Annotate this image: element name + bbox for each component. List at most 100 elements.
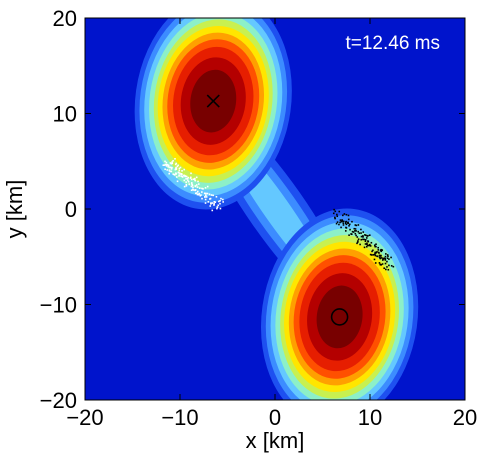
particle: [196, 193, 199, 196]
x-tick-label: 0: [269, 405, 281, 430]
x-tick-label: 20: [453, 405, 477, 430]
particle: [184, 175, 187, 177]
particle: [203, 192, 206, 195]
star-2-density: [260, 208, 419, 400]
particle: [386, 260, 388, 263]
particle: [178, 174, 181, 176]
particle: [370, 241, 373, 244]
particle: [352, 231, 355, 233]
particle: [344, 222, 347, 225]
particle: [175, 176, 178, 178]
cross-marker: [206, 94, 220, 108]
particle: [350, 233, 352, 235]
particle: [347, 218, 350, 221]
particle: [210, 194, 213, 196]
particle: [365, 237, 368, 239]
particle: [340, 220, 343, 223]
particle: [380, 263, 383, 266]
particle-streams: [162, 158, 395, 271]
particle: [342, 220, 345, 223]
particle: [199, 194, 202, 197]
particle: [178, 172, 181, 174]
particle: [354, 228, 357, 230]
particle: [364, 234, 366, 236]
particle: [206, 192, 209, 195]
particle: [388, 264, 390, 267]
particle: [374, 251, 376, 254]
x-tick-label: 10: [358, 405, 382, 430]
particle: [210, 203, 212, 205]
particle: [380, 254, 382, 257]
particle: [339, 219, 342, 221]
particle: [351, 230, 354, 233]
particle: [360, 228, 362, 231]
x-tick-label: −20: [66, 405, 103, 430]
particle: [183, 174, 185, 177]
particle: [222, 198, 224, 201]
y-axis-label: y [km]: [2, 180, 27, 239]
particle: [345, 213, 348, 216]
particle: [164, 160, 166, 163]
particle: [205, 196, 208, 198]
particle: [190, 185, 193, 188]
particle: [383, 267, 385, 270]
particle: [166, 169, 168, 171]
particle: [176, 165, 179, 168]
particle: [197, 180, 199, 183]
particle: [364, 243, 367, 245]
particle: [190, 176, 192, 179]
particle: [387, 268, 390, 271]
particle: [170, 162, 173, 165]
particle: [355, 234, 357, 237]
particle: [183, 168, 186, 171]
particle: [374, 254, 377, 257]
particle: [165, 165, 168, 167]
particle: [343, 213, 346, 215]
particle: [187, 179, 189, 182]
particle: [190, 189, 193, 192]
particle: [358, 232, 361, 235]
particle: [197, 193, 200, 196]
particle: [388, 258, 390, 260]
particle: [173, 174, 176, 176]
particle: [196, 192, 198, 194]
particle: [165, 161, 168, 164]
particle: [382, 258, 384, 260]
particle: [338, 210, 341, 213]
particle: [359, 243, 361, 246]
particle: [348, 224, 350, 227]
particle: [164, 163, 167, 166]
particle: [375, 251, 377, 254]
particle: [366, 242, 368, 245]
particle: [204, 202, 207, 204]
particle: [215, 195, 218, 198]
particle: [210, 202, 212, 204]
particle: [209, 198, 211, 200]
particle: [185, 181, 187, 183]
particle: [211, 202, 214, 204]
particle: [187, 180, 190, 183]
particle: [176, 180, 179, 183]
particle: [355, 224, 358, 227]
particle: [367, 240, 370, 243]
particle: [373, 253, 376, 256]
particle: [362, 235, 364, 237]
particle: [216, 207, 218, 210]
particle: [185, 183, 188, 186]
particle: [194, 177, 196, 180]
particle: [368, 234, 371, 237]
y-tick-label: 20: [53, 6, 77, 31]
particle: [175, 172, 177, 174]
particle: [178, 167, 181, 170]
particle: [362, 238, 364, 241]
particle: [167, 164, 170, 167]
particle: [373, 258, 376, 261]
particle: [385, 253, 387, 255]
particle: [219, 200, 221, 202]
particle: [366, 243, 368, 246]
particle: [209, 205, 212, 207]
particle: [194, 189, 197, 191]
particle: [348, 234, 350, 236]
particle: [380, 250, 382, 253]
